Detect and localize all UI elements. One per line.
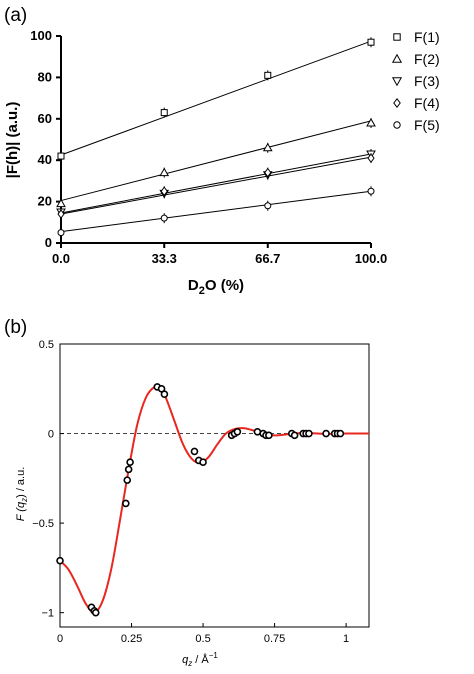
panel-a-y-tick-label: 40 <box>38 152 52 167</box>
panel-a-x-tick-label: 0.0 <box>52 251 70 266</box>
panel-a-x-tick-label: 33.3 <box>152 251 177 266</box>
panel-a-point <box>264 71 272 79</box>
panel-a-point <box>160 109 168 117</box>
panel-b-plot: 0.5 0 −0.5 −1 0 0.25 0.5 0.75 1 <box>32 339 370 645</box>
panel-b-point <box>123 476 132 484</box>
legend-label: F(5) <box>414 117 440 133</box>
panel-b-xlabel: qz / Å−1 <box>182 651 218 668</box>
panel-b-fit-curve <box>59 385 370 614</box>
panel-b-x-tick-label: 0.75 <box>264 633 285 645</box>
panel-a-point <box>56 198 66 208</box>
panel-b-point <box>91 608 100 617</box>
panel-b-point <box>190 447 199 456</box>
legend-marker <box>391 77 403 87</box>
panel-a-point <box>264 202 272 210</box>
legend-marker <box>393 121 401 129</box>
panel-b-point <box>56 556 64 565</box>
panel-b-point <box>233 427 242 436</box>
panel-b-y-tick-label: −1 <box>41 608 54 620</box>
panel-a-x-tick-label: 100.0 <box>355 251 388 266</box>
panel-b-x-tick-label: 0.5 <box>195 633 210 645</box>
panel-b-y-tick-label: 0 <box>48 429 54 441</box>
panel-a-point <box>57 209 65 219</box>
panel-b-x-tick-label: 1 <box>343 633 349 645</box>
panel-a-point <box>262 142 273 152</box>
panel-a-y-tick-label: 20 <box>38 194 52 209</box>
legend-marker <box>391 53 403 63</box>
panel-a-y-tick-label: 80 <box>38 69 52 84</box>
panel-b-point <box>124 465 133 474</box>
panel-b-point <box>160 390 169 398</box>
panel-a-point <box>367 153 375 163</box>
panel-a-point <box>366 117 376 127</box>
panel-a-label: (a) <box>4 5 27 26</box>
panel-a-point <box>159 167 170 177</box>
panel-a-y-tick-label: 0 <box>45 235 52 250</box>
panel-b-point <box>265 431 273 440</box>
panel-b-point <box>305 429 313 438</box>
panel-b-point <box>322 429 330 438</box>
panel-a-fit-line <box>60 40 372 156</box>
panel-b-point <box>336 429 345 438</box>
panel-a-point <box>57 152 65 160</box>
panel-b-point <box>126 458 134 467</box>
panel-b-point <box>290 431 299 440</box>
panel-a-point <box>367 38 375 46</box>
panel-b-y-tick-label: −0.5 <box>32 518 54 530</box>
legend-label: F(4) <box>414 95 440 111</box>
legend-label: F(2) <box>414 51 440 67</box>
panel-a-point <box>160 186 168 197</box>
panel-a-legend: F(1) F(2) F(3) F(4) F(5) <box>391 29 440 133</box>
panel-b-point <box>122 499 130 508</box>
legend-marker <box>393 33 401 41</box>
panel-b-x-tick-label: 0.25 <box>121 633 142 645</box>
panel-b-x-tick-label: 0 <box>57 633 63 645</box>
legend-marker <box>393 97 401 109</box>
legend-label: F(1) <box>414 29 440 45</box>
panel-b-frame <box>59 343 370 628</box>
panel-b-label: (b) <box>4 317 27 338</box>
panel-a-plot: 0 20 40 60 80 100 0.0 33.3 66.7 100.0 <box>30 28 387 266</box>
panel-a-fit-line <box>60 190 372 233</box>
panel-b-ylabel: F (qz) / a.u. <box>15 467 29 522</box>
panel-a-ylabel: |F(h)| (a.u.) <box>4 102 21 179</box>
panel-a-point <box>160 214 168 222</box>
panel-a-x-tick-label: 66.7 <box>255 251 280 266</box>
panel-a-y-tick-label: 60 <box>38 111 52 126</box>
panel-b-point <box>199 458 207 467</box>
panel-b-y-tick-label: 0.5 <box>39 339 54 351</box>
panel-a-fit-line <box>60 120 372 202</box>
panel-a-fit-line <box>60 153 372 214</box>
panel-a-point <box>367 187 375 195</box>
panel-a-point <box>57 229 65 237</box>
panel-a-fit-line <box>60 156 372 215</box>
legend-label: F(3) <box>414 73 440 89</box>
panel-a-point <box>264 167 272 178</box>
panel-a-xlabel: D2O (%) <box>188 277 244 297</box>
panel-a-y-tick-label: 100 <box>30 28 52 43</box>
